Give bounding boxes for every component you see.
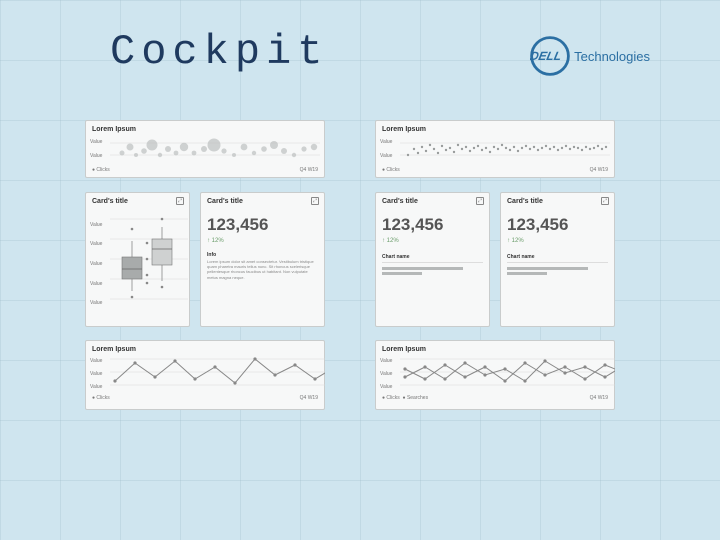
info-heading: Info — [207, 252, 318, 258]
scatter-chart — [400, 133, 610, 163]
chart-name-label: Chart name — [382, 254, 483, 260]
page-title: Cockpit — [110, 28, 328, 76]
kpi-delta: ↑ 12% — [207, 238, 318, 244]
mini-bar — [382, 272, 422, 275]
line-chart-2 — [400, 353, 615, 391]
line-chart-card-1: Lorem Ipsum Value Value Value ● ClicksQ4… — [85, 340, 325, 410]
kpi-card-info: Card's title ⤢ 123,456 ↑ 12% Info Lorem … — [200, 192, 325, 327]
brand-text: Technologies — [574, 49, 650, 64]
scatter-chart-card: Lorem Ipsum Value Value ● ClicksQ4 W19 — [375, 120, 615, 178]
expand-icon[interactable]: ⤢ — [601, 197, 609, 205]
chart-name-label: Chart name — [507, 254, 608, 260]
mini-bar — [382, 267, 463, 270]
boxplot-chart — [110, 209, 188, 309]
brand-logo: DELL Technologies — [530, 36, 650, 76]
card-title: Lorem Ipsum — [382, 346, 608, 353]
bubble-chart-card-1: Lorem Ipsum Value Value ● ClicksQ4 W19 — [85, 120, 325, 178]
card-title: Card's title — [507, 198, 608, 205]
line-chart-1 — [110, 353, 325, 391]
expand-icon[interactable]: ⤢ — [476, 197, 484, 205]
card-title: Card's title — [382, 198, 483, 205]
header: Cockpit DELL Technologies — [0, 28, 720, 76]
kpi-value: 123,456 — [507, 215, 608, 235]
card-title: Lorem Ipsum — [382, 126, 608, 133]
boxplot-card: Card's title ⤢ ValueValue ValueValue Val… — [85, 192, 190, 327]
expand-icon[interactable]: ⤢ — [311, 197, 319, 205]
dell-logo-icon: DELL — [530, 36, 570, 76]
svg-text:DELL: DELL — [530, 49, 563, 63]
line-chart-card-2: Lorem Ipsum Value Value Value ● Clicks ●… — [375, 340, 615, 410]
kpi-card-bars-2: Card's title ⤢ 123,456 ↑ 12% Chart name — [500, 192, 615, 327]
card-title: Lorem Ipsum — [92, 126, 318, 133]
bubble-chart-1 — [110, 133, 320, 163]
card-title: Card's title — [92, 198, 183, 205]
kpi-delta: ↑ 12% — [507, 238, 608, 244]
mini-bar — [507, 267, 588, 270]
kpi-delta: ↑ 12% — [382, 238, 483, 244]
card-title: Card's title — [207, 198, 318, 205]
kpi-value: 123,456 — [207, 215, 318, 235]
card-title: Lorem Ipsum — [92, 346, 318, 353]
expand-icon[interactable]: ⤢ — [176, 197, 184, 205]
kpi-card-bars-1: Card's title ⤢ 123,456 ↑ 12% Chart name — [375, 192, 490, 327]
info-text: Lorem ipsum dolor sit amet consectetur. … — [207, 259, 318, 280]
mini-bar — [507, 272, 547, 275]
kpi-value: 123,456 — [382, 215, 483, 235]
